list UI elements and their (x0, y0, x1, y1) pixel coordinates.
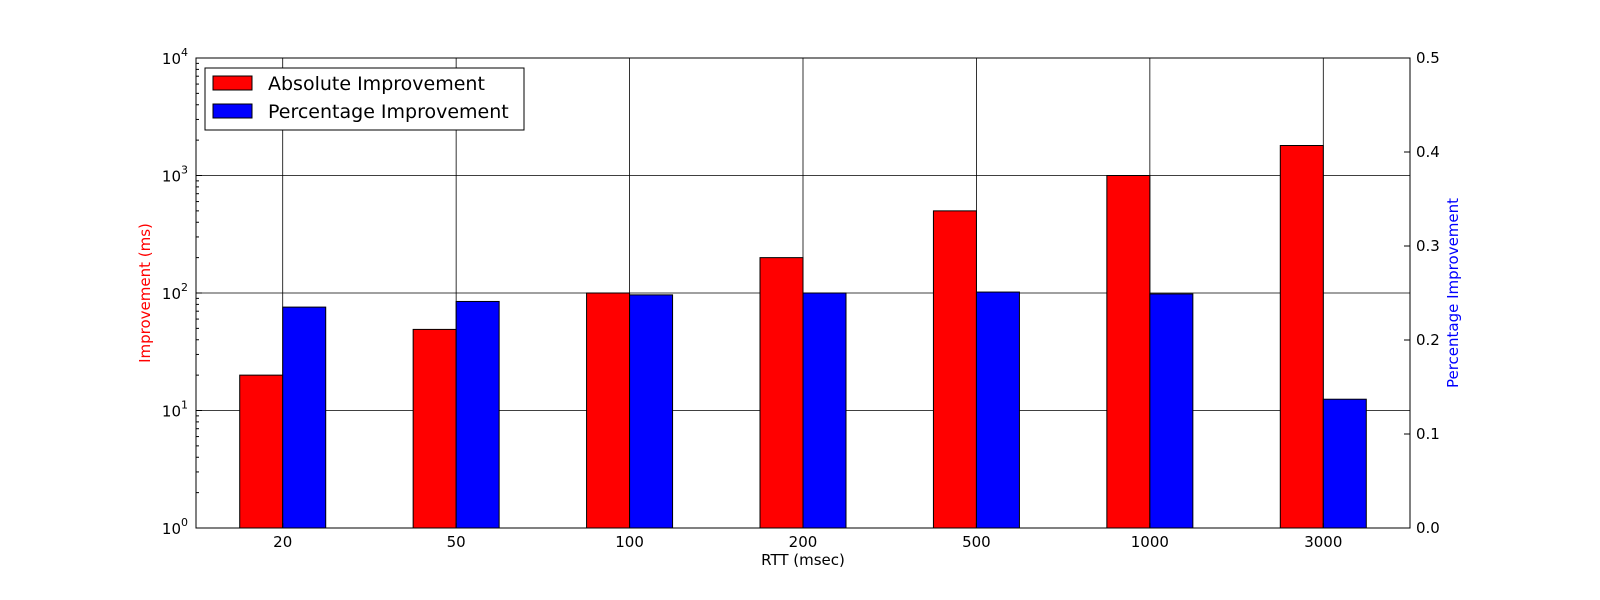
bar-absolute-20 (239, 374, 284, 529)
bar-absolute-100 (586, 292, 631, 529)
bar-absolute-200 (759, 257, 804, 529)
y-axis-left-label: Improvement (ms) (136, 223, 154, 363)
bar-percentage-100 (629, 294, 674, 529)
y-right-tick-label: 0.4 (1416, 143, 1440, 161)
y-left-tick-label: 101 (162, 399, 188, 421)
y-right-tick-label: 0.1 (1416, 425, 1440, 443)
bar-absolute-3000 (1279, 145, 1324, 529)
y-left-tick-label: 102 (162, 281, 188, 303)
y-left-tick-label: 104 (162, 46, 188, 68)
x-tick-label: 100 (615, 533, 644, 551)
legend: Absolute Improvement Percentage Improveme… (204, 67, 525, 131)
x-tick-label: 200 (789, 533, 818, 551)
x-tick-label: 500 (962, 533, 991, 551)
y-right-tick-label: 0.5 (1416, 49, 1440, 67)
axis-ticks: 20 50 100 200 500 1000 3000 100 101 102 103 104 0.0 0… (162, 46, 1440, 551)
bar-percentage-1000 (1149, 293, 1194, 529)
legend-label-absolute: Absolute Improvement (268, 73, 485, 95)
legend-swatch-absolute (212, 75, 253, 91)
y-axis-right-label: Percentage Improvement (1444, 198, 1462, 388)
y-right-tick-label: 0.2 (1416, 331, 1440, 349)
x-tick-label: 1000 (1131, 533, 1169, 551)
bars (239, 145, 1367, 529)
bar-percentage-3000 (1322, 398, 1367, 529)
legend-swatch-percentage (212, 103, 253, 119)
bar-absolute-1000 (1106, 175, 1151, 529)
bar-absolute-50 (412, 328, 457, 529)
x-tick-label: 20 (273, 533, 292, 551)
bar-percentage-20 (282, 306, 327, 529)
x-tick-label: 50 (447, 533, 466, 551)
bar-absolute-500 (932, 210, 977, 529)
y-right-tick-label: 0.3 (1416, 237, 1440, 255)
y-left-tick-label: 100 (162, 516, 188, 538)
bar-percentage-200 (802, 292, 847, 529)
legend-box (204, 67, 525, 131)
y-left-tick-label: 103 (162, 164, 188, 186)
bar-percentage-50 (455, 300, 500, 529)
y-right-tick-label: 0.0 (1416, 519, 1440, 537)
bar-percentage-500 (975, 291, 1020, 529)
x-tick-label: 3000 (1304, 533, 1342, 551)
x-axis-label: RTT (msec) (761, 551, 845, 569)
legend-label-percentage: Percentage Improvement (268, 101, 509, 123)
